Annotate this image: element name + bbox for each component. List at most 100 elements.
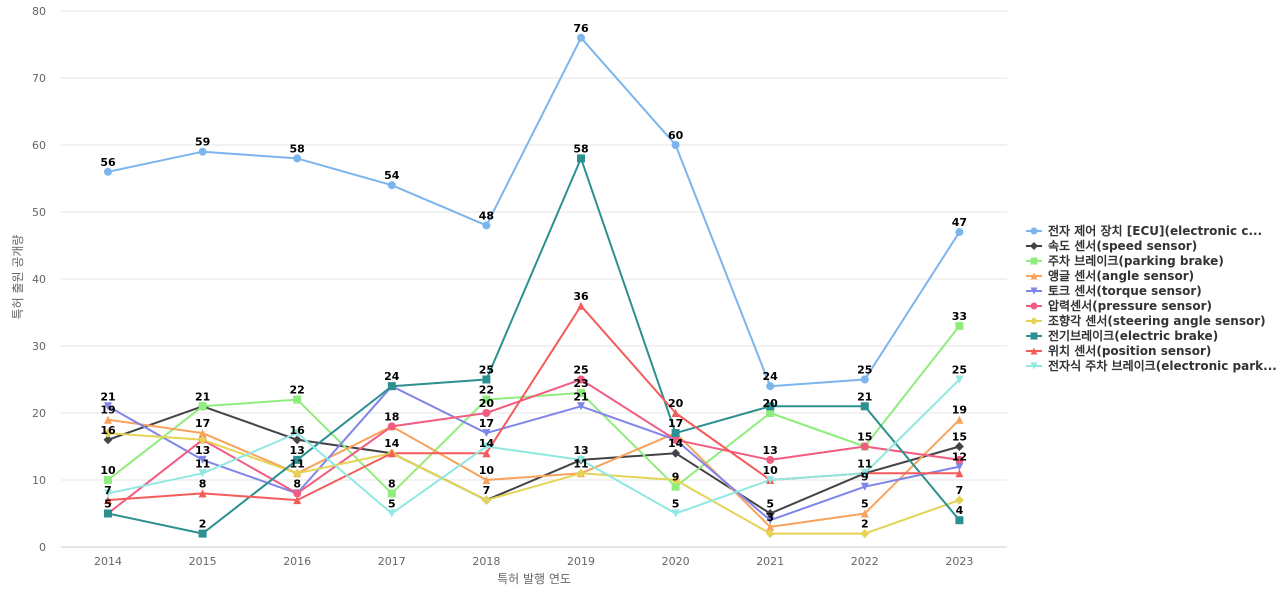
series-line[interactable] <box>107 378 961 515</box>
data-point[interactable] <box>387 382 396 391</box>
legend-item[interactable]: 속도 센서(speed sensor) <box>1026 238 1197 253</box>
data-point[interactable] <box>482 429 491 438</box>
legend-marker[interactable] <box>1030 317 1038 325</box>
data-point[interactable] <box>671 448 681 458</box>
data-point[interactable] <box>104 402 112 411</box>
data-point[interactable] <box>576 468 586 478</box>
data-point[interactable] <box>198 435 208 445</box>
data-point[interactable] <box>104 489 112 498</box>
data-point[interactable] <box>860 375 869 384</box>
data-point[interactable] <box>481 495 491 505</box>
data-point[interactable] <box>198 489 207 498</box>
data-point[interactable] <box>104 509 112 518</box>
data-point[interactable] <box>577 402 585 411</box>
legend-item[interactable]: 전기브레이크(electric brake) <box>1026 328 1218 343</box>
data-point[interactable] <box>104 496 112 505</box>
series-line[interactable] <box>107 385 961 522</box>
legend-marker[interactable] <box>1030 242 1038 250</box>
data-point[interactable] <box>482 442 491 451</box>
data-point[interactable] <box>103 435 113 445</box>
data-point[interactable] <box>766 476 775 484</box>
data-point[interactable] <box>293 395 302 404</box>
data-point[interactable] <box>860 482 869 491</box>
series-line[interactable] <box>107 378 961 515</box>
legend-marker[interactable] <box>1030 332 1038 340</box>
data-point[interactable] <box>766 382 775 391</box>
data-point[interactable] <box>766 409 775 417</box>
data-point[interactable] <box>955 228 964 237</box>
data-point[interactable] <box>765 509 775 518</box>
data-point[interactable] <box>860 509 869 518</box>
data-point[interactable] <box>766 516 775 525</box>
data-point[interactable] <box>955 469 964 478</box>
legend-marker[interactable] <box>1030 257 1038 265</box>
legend-item[interactable]: 전자식 주차 브레이크(electronic park... <box>1026 358 1277 373</box>
data-point[interactable] <box>577 388 585 397</box>
legend-item[interactable]: 앵글 센서(angle sensor) <box>1026 268 1194 283</box>
data-point[interactable] <box>955 321 964 330</box>
legend-marker[interactable] <box>1030 302 1038 310</box>
data-point[interactable] <box>954 442 964 451</box>
data-point[interactable] <box>198 429 207 438</box>
series-line[interactable] <box>107 432 961 535</box>
data-point[interactable] <box>671 429 680 438</box>
legend-item[interactable]: 조향각 센서(steering angle sensor) <box>1026 313 1266 328</box>
data-point[interactable] <box>766 455 775 464</box>
data-point[interactable] <box>766 522 775 531</box>
data-point[interactable] <box>860 469 869 478</box>
data-point[interactable] <box>671 509 680 518</box>
series-line[interactable] <box>107 36 961 388</box>
data-point[interactable] <box>671 435 680 444</box>
data-point[interactable] <box>860 442 869 451</box>
data-point[interactable] <box>387 422 396 431</box>
data-point[interactable] <box>671 409 680 417</box>
data-point[interactable] <box>104 167 112 176</box>
data-point[interactable] <box>671 475 681 485</box>
legend-marker[interactable] <box>1030 227 1038 235</box>
legend-marker[interactable] <box>1030 272 1038 280</box>
legend-item[interactable]: 주차 브레이크(parking brake) <box>1026 253 1224 268</box>
data-point[interactable] <box>577 301 585 310</box>
data-point[interactable] <box>198 529 207 538</box>
data-point[interactable] <box>292 435 302 445</box>
data-point[interactable] <box>577 154 585 163</box>
data-point[interactable] <box>292 468 302 478</box>
series-line[interactable] <box>107 405 961 515</box>
data-point[interactable] <box>955 462 964 471</box>
data-point[interactable] <box>955 375 964 384</box>
legend-marker[interactable] <box>1030 347 1038 355</box>
data-point[interactable] <box>482 375 491 384</box>
data-point[interactable] <box>198 455 207 464</box>
data-point[interactable] <box>104 415 112 424</box>
data-point[interactable] <box>387 509 396 518</box>
data-point[interactable] <box>482 449 491 458</box>
data-point[interactable] <box>198 469 207 478</box>
data-point[interactable] <box>955 455 964 464</box>
data-point[interactable] <box>955 415 964 424</box>
data-point[interactable] <box>198 147 207 156</box>
data-point[interactable] <box>765 529 775 539</box>
data-point[interactable] <box>387 449 396 458</box>
data-point[interactable] <box>482 409 491 417</box>
data-point[interactable] <box>104 476 112 484</box>
data-point[interactable] <box>860 529 870 539</box>
data-point[interactable] <box>293 489 302 498</box>
legend-item[interactable]: 위치 센서(position sensor) <box>1026 343 1211 358</box>
data-point[interactable] <box>671 141 680 149</box>
legend-item[interactable]: 토크 센서(torque sensor) <box>1026 283 1202 298</box>
legend-marker[interactable] <box>1030 287 1038 295</box>
data-point[interactable] <box>766 402 775 411</box>
data-point[interactable] <box>577 33 585 42</box>
series-line[interactable] <box>107 324 961 495</box>
data-point[interactable] <box>103 428 113 438</box>
data-point[interactable] <box>671 482 680 491</box>
data-point[interactable] <box>387 181 396 190</box>
data-point[interactable] <box>955 516 964 525</box>
data-point[interactable] <box>954 495 964 505</box>
data-point[interactable] <box>482 221 491 230</box>
legend-item[interactable]: 압력센서(pressure sensor) <box>1026 298 1212 313</box>
data-point[interactable] <box>293 429 302 438</box>
data-point[interactable] <box>482 476 491 484</box>
data-point[interactable] <box>293 455 302 464</box>
data-point[interactable] <box>293 154 302 163</box>
